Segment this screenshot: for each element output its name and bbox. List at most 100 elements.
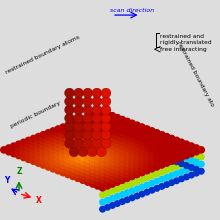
Circle shape — [128, 169, 136, 176]
Circle shape — [25, 140, 32, 148]
Text: Y: Y — [4, 176, 9, 185]
Circle shape — [54, 163, 62, 171]
Circle shape — [104, 197, 111, 204]
Circle shape — [148, 165, 156, 173]
Circle shape — [124, 125, 131, 132]
Circle shape — [134, 185, 141, 192]
Circle shape — [153, 136, 160, 143]
Circle shape — [94, 148, 101, 156]
Circle shape — [89, 180, 96, 188]
Circle shape — [94, 121, 101, 129]
Circle shape — [64, 97, 74, 106]
Circle shape — [128, 119, 136, 127]
Circle shape — [153, 133, 161, 140]
Circle shape — [133, 133, 141, 140]
Circle shape — [129, 187, 136, 194]
Circle shape — [74, 138, 84, 148]
Circle shape — [74, 174, 82, 182]
Circle shape — [133, 125, 141, 133]
Circle shape — [101, 97, 111, 106]
Circle shape — [84, 137, 92, 144]
Circle shape — [163, 140, 170, 147]
Circle shape — [158, 158, 166, 165]
Circle shape — [74, 144, 82, 152]
Circle shape — [143, 137, 151, 144]
Circle shape — [104, 182, 111, 190]
Circle shape — [124, 182, 131, 189]
Circle shape — [89, 112, 96, 119]
Circle shape — [119, 184, 126, 191]
Circle shape — [59, 135, 67, 142]
Circle shape — [123, 125, 131, 133]
Circle shape — [114, 159, 121, 167]
Circle shape — [104, 156, 111, 163]
Circle shape — [123, 159, 131, 167]
Circle shape — [163, 167, 170, 174]
Circle shape — [178, 153, 185, 160]
Circle shape — [40, 131, 47, 138]
Circle shape — [99, 161, 106, 169]
Circle shape — [123, 152, 131, 159]
Circle shape — [109, 138, 116, 146]
Circle shape — [109, 161, 116, 169]
Circle shape — [119, 116, 126, 123]
Circle shape — [84, 144, 92, 152]
Circle shape — [168, 165, 175, 172]
Circle shape — [134, 122, 141, 129]
Circle shape — [143, 133, 151, 140]
Circle shape — [64, 129, 72, 137]
Circle shape — [153, 163, 161, 171]
Circle shape — [99, 130, 106, 137]
Circle shape — [168, 146, 176, 154]
Circle shape — [99, 176, 106, 184]
Circle shape — [168, 135, 176, 142]
Circle shape — [178, 168, 185, 175]
Circle shape — [104, 137, 111, 144]
Circle shape — [84, 148, 92, 156]
Circle shape — [123, 133, 131, 140]
Circle shape — [153, 170, 160, 178]
Circle shape — [78, 147, 88, 157]
Circle shape — [168, 156, 175, 163]
Circle shape — [84, 140, 92, 148]
Circle shape — [94, 152, 101, 159]
Circle shape — [134, 136, 141, 143]
Circle shape — [138, 142, 146, 150]
Circle shape — [99, 123, 106, 130]
Circle shape — [119, 169, 126, 176]
Circle shape — [99, 184, 106, 191]
Circle shape — [109, 169, 116, 176]
Circle shape — [134, 178, 141, 185]
Circle shape — [99, 206, 106, 213]
Circle shape — [133, 137, 141, 144]
Circle shape — [129, 180, 136, 187]
Circle shape — [143, 152, 151, 159]
Circle shape — [148, 172, 155, 180]
Circle shape — [114, 163, 121, 171]
Circle shape — [40, 158, 47, 165]
Circle shape — [69, 119, 77, 127]
Circle shape — [128, 123, 136, 131]
Circle shape — [59, 131, 67, 138]
Circle shape — [114, 200, 121, 207]
Circle shape — [104, 129, 111, 137]
Circle shape — [129, 173, 136, 180]
Circle shape — [158, 161, 166, 169]
Circle shape — [138, 127, 146, 135]
Circle shape — [40, 154, 47, 161]
Circle shape — [109, 119, 116, 127]
Circle shape — [128, 135, 136, 142]
Circle shape — [183, 140, 190, 148]
Circle shape — [104, 144, 111, 152]
Circle shape — [163, 181, 170, 188]
Circle shape — [64, 163, 72, 171]
Circle shape — [89, 146, 96, 154]
Circle shape — [124, 118, 131, 125]
Circle shape — [54, 137, 62, 144]
Circle shape — [109, 127, 116, 135]
Circle shape — [114, 114, 121, 121]
Circle shape — [104, 133, 111, 140]
Circle shape — [74, 118, 82, 125]
Circle shape — [173, 177, 180, 184]
Circle shape — [69, 146, 77, 154]
